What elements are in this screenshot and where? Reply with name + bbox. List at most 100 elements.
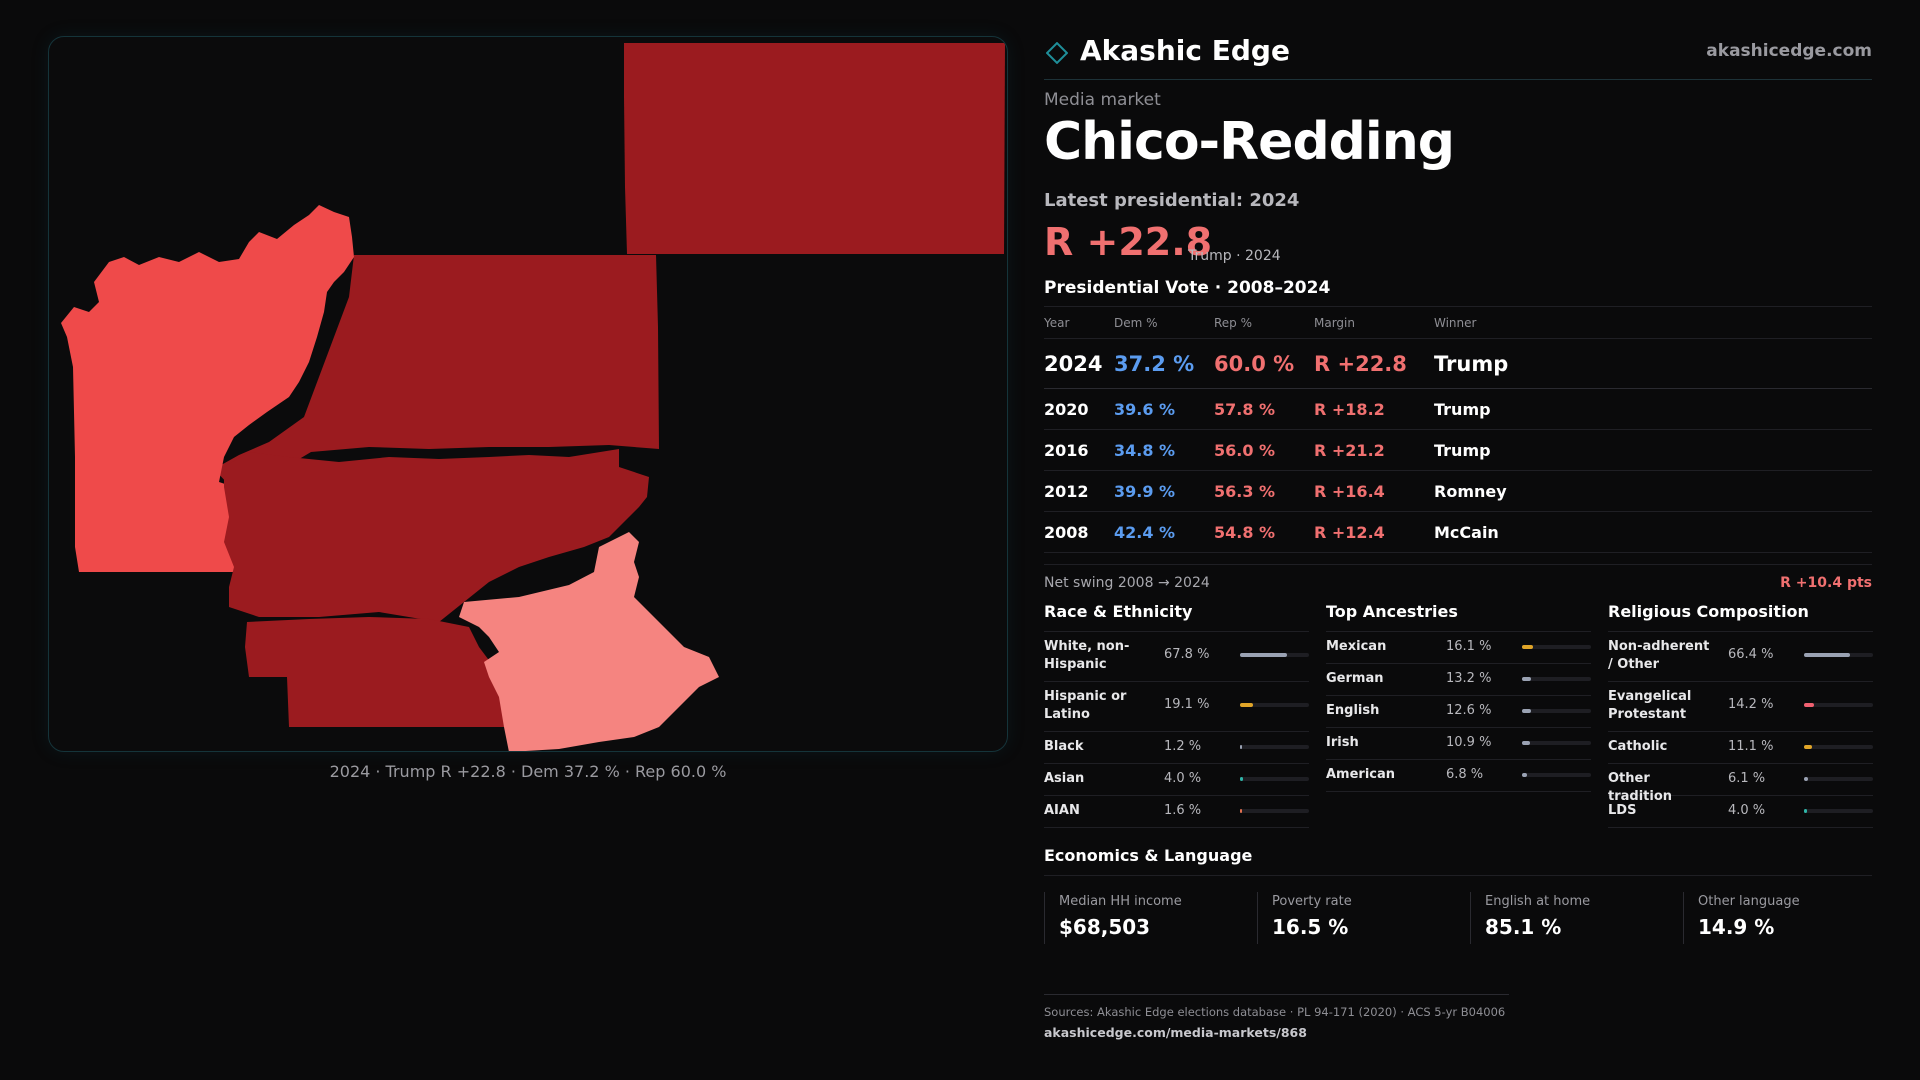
econ-median-income: Median HH income $68,503 <box>1044 892 1249 944</box>
demo-bar-fill <box>1804 745 1812 749</box>
vote-rep: 60.0 % <box>1214 352 1295 376</box>
county-northeast[interactable] <box>624 43 1005 254</box>
vote-year: 2024 <box>1044 352 1103 376</box>
net-swing-label: Net swing 2008 → 2024 <box>1044 575 1210 591</box>
county-southeast[interactable] <box>459 532 719 752</box>
diamond-logo-icon <box>1046 42 1068 64</box>
demo-bar-track <box>1804 653 1873 657</box>
demo-bar-fill <box>1804 703 1814 707</box>
demo-row: English 12.6 % <box>1326 696 1591 728</box>
demo-label: White, non-Hispanic <box>1044 639 1130 672</box>
econ-value: 14.9 % <box>1698 915 1775 939</box>
market-kicker: Media market <box>1044 90 1161 110</box>
market-map[interactable] <box>48 36 1008 752</box>
vote-margin: R +12.4 <box>1314 523 1385 542</box>
vote-winner: Trump <box>1434 352 1509 376</box>
demo-value: 4.0 % <box>1164 771 1202 786</box>
vote-year: 2008 <box>1044 523 1089 542</box>
demo-value: 4.0 % <box>1728 803 1766 818</box>
vote-winner: Trump <box>1434 400 1491 419</box>
net-swing-value: R +10.4 pts <box>1780 575 1872 591</box>
vote-table-header: Year Dem % Rep % Margin Winner <box>1044 307 1872 339</box>
religious-composition-section: Religious Composition Non-adherent / Oth… <box>1608 600 1873 828</box>
sources-text: Sources: Akashic Edge elections database… <box>1044 1005 1506 1019</box>
demo-row: Evangelical Protestant 14.2 % <box>1608 682 1873 732</box>
demo-bar-track <box>1522 677 1591 681</box>
demo-label: Evangelical Protestant <box>1608 689 1692 722</box>
county-central[interactable] <box>224 449 649 622</box>
econ-label: Median HH income <box>1059 894 1182 909</box>
county-north-central[interactable] <box>214 255 659 485</box>
demo-label: Black <box>1044 739 1084 754</box>
county-southwest[interactable] <box>245 617 519 727</box>
demo-bar-track <box>1804 809 1873 813</box>
demo-row: Other tradition 6.1 % <box>1608 764 1873 804</box>
demo-bar-track <box>1522 773 1591 777</box>
econ-english-at-home: English at home 85.1 % <box>1470 892 1675 944</box>
county-northwest[interactable] <box>61 205 354 572</box>
sources-url[interactable]: akashicedge.com/media-markets/868 <box>1044 1025 1307 1040</box>
demo-bar-fill <box>1522 773 1527 777</box>
map-caption: 2024 · Trump R +22.8 · Dem 37.2 % · Rep … <box>329 762 727 781</box>
religious-composition-title: Religious Composition <box>1608 600 1873 632</box>
demo-label: LDS <box>1608 803 1637 818</box>
demo-row: Irish 10.9 % <box>1326 728 1591 760</box>
demo-value: 19.1 % <box>1164 697 1210 712</box>
vote-row: 2016 34.8 % 56.0 % R +21.2 Trump <box>1044 430 1872 471</box>
vote-dem: 42.4 % <box>1114 523 1176 542</box>
demo-label: AIAN <box>1044 803 1080 818</box>
vote-table: Year Dem % Rep % Margin Winner 2024 37.2… <box>1044 306 1872 553</box>
demo-row: Catholic 11.1 % <box>1608 732 1873 764</box>
econ-value: 16.5 % <box>1272 915 1349 939</box>
header-rep: Rep % <box>1214 316 1253 330</box>
headline-sub: Trump · 2024 <box>1188 248 1281 264</box>
header-dem: Dem % <box>1114 316 1158 330</box>
demo-bar-fill <box>1804 809 1807 813</box>
demo-bar-fill <box>1522 709 1531 713</box>
vote-rep: 57.8 % <box>1214 400 1276 419</box>
vote-year: 2020 <box>1044 400 1089 419</box>
vote-dem: 34.8 % <box>1114 441 1176 460</box>
demo-value: 6.8 % <box>1446 767 1484 782</box>
market-details-panel: Akashic Edge akashicedge.com Media marke… <box>1044 0 1873 1080</box>
vote-row: 2024 37.2 % 60.0 % R +22.8 Trump <box>1044 339 1872 389</box>
demo-value: 1.2 % <box>1164 739 1202 754</box>
demo-value: 12.6 % <box>1446 703 1492 718</box>
vote-winner: Trump <box>1434 441 1491 460</box>
vote-rep: 56.0 % <box>1214 441 1276 460</box>
demo-bar-track <box>1240 703 1309 707</box>
econ-label: English at home <box>1485 894 1591 909</box>
demo-label: English <box>1326 703 1380 718</box>
demo-bar-fill <box>1804 653 1850 657</box>
demo-bar-track <box>1804 777 1873 781</box>
demo-row: Black 1.2 % <box>1044 732 1309 764</box>
vote-margin: R +16.4 <box>1314 482 1385 501</box>
demo-value: 14.2 % <box>1728 697 1774 712</box>
demo-row: German 13.2 % <box>1326 664 1591 696</box>
demo-value: 16.1 % <box>1446 639 1492 654</box>
brand-url[interactable]: akashicedge.com <box>1706 41 1872 61</box>
economics-title: Economics & Language <box>1044 846 1872 876</box>
vote-dem: 39.9 % <box>1114 482 1176 501</box>
demo-bar-fill <box>1240 777 1243 781</box>
vote-margin: R +21.2 <box>1314 441 1385 460</box>
headline-margin: R +22.8 <box>1044 220 1213 264</box>
race-ethnicity-title: Race & Ethnicity <box>1044 600 1309 632</box>
demo-bar-track <box>1804 703 1873 707</box>
demo-value: 67.8 % <box>1164 647 1210 662</box>
market-name: Chico-Redding <box>1044 112 1455 172</box>
demo-row: Mexican 16.1 % <box>1326 632 1591 664</box>
demo-bar-track <box>1240 777 1309 781</box>
vote-dem: 37.2 % <box>1114 352 1195 376</box>
vote-year: 2016 <box>1044 441 1089 460</box>
demo-row: Asian 4.0 % <box>1044 764 1309 796</box>
econ-other-language: Other language 14.9 % <box>1683 892 1888 944</box>
demo-bar-track <box>1522 709 1591 713</box>
demo-bar-track <box>1240 653 1309 657</box>
demo-bar-fill <box>1240 809 1242 813</box>
demo-bar-track <box>1522 645 1591 649</box>
demo-bar-fill <box>1804 777 1809 781</box>
vote-row: 2012 39.9 % 56.3 % R +16.4 Romney <box>1044 471 1872 512</box>
vote-dem: 39.6 % <box>1114 400 1176 419</box>
econ-label: Other language <box>1698 894 1800 909</box>
